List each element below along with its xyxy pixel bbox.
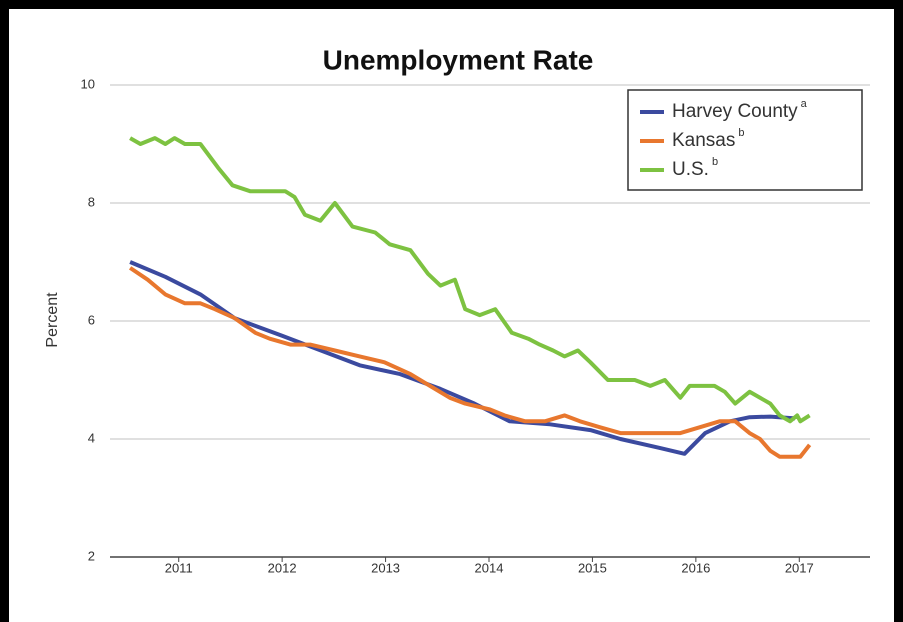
y-tick-label: 8 [88, 194, 95, 209]
y-tick-label: 6 [88, 312, 95, 327]
legend-label: Harvey County a [672, 98, 808, 122]
line-series [129, 136, 811, 424]
x-tick-label: 2011 [165, 560, 193, 575]
x-tick-label: 2013 [371, 560, 400, 575]
x-tick-label: 2016 [681, 560, 710, 575]
line-series [128, 266, 812, 459]
y-tick-label: 10 [81, 76, 95, 91]
legend-footnote: b [712, 156, 718, 168]
line-series [129, 260, 796, 456]
legend-box [627, 89, 863, 191]
chart-title: Unemployment Rate [323, 44, 594, 75]
legend-footnote: b [738, 127, 744, 139]
x-tick-label: 2012 [268, 560, 297, 575]
legend-name: Kansas [672, 130, 735, 151]
y-tick-label: 4 [88, 430, 95, 445]
legend-name: Harvey County [672, 101, 798, 122]
x-tick-label: 2015 [578, 560, 607, 575]
y-axis-label: Percent [44, 292, 61, 348]
legend-label: Kansas b [672, 127, 745, 151]
legend-footnote: a [801, 98, 808, 110]
legend-label: U.S. b [672, 156, 718, 180]
legend-name: U.S. [672, 159, 709, 180]
y-tick-label: 2 [88, 548, 95, 563]
x-tick-label: 2014 [475, 560, 504, 575]
x-tick-label: 2017 [785, 560, 814, 575]
